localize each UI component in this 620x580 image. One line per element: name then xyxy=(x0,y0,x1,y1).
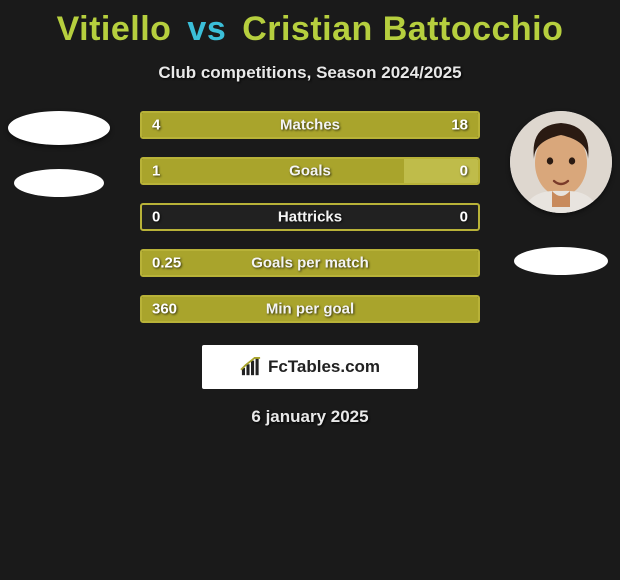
stat-value-left: 360 xyxy=(152,301,177,318)
stat-label: Goals xyxy=(289,163,331,180)
player2-avatar xyxy=(510,111,612,213)
vs-label: vs xyxy=(187,10,226,48)
stat-bar: 0.25 Goals per match xyxy=(140,249,480,277)
stat-bar: 0 0 Hattricks xyxy=(140,203,480,231)
player1-avatar-column xyxy=(4,111,114,197)
stat-value-right: 0 xyxy=(460,209,468,226)
stat-bar: 1 0 Goals xyxy=(140,157,480,185)
stat-value-left: 4 xyxy=(152,117,160,134)
player2-avatar-column xyxy=(506,111,616,275)
player1-avatar-placeholder xyxy=(8,111,110,145)
comparison-card: Vitiello vs Cristian Battocchio Club com… xyxy=(0,0,620,427)
stat-value-left: 0.25 xyxy=(152,255,181,272)
stat-value-left: 1 xyxy=(152,163,160,180)
stat-value-right: 0 xyxy=(460,163,468,180)
bar-fill-left xyxy=(142,159,404,183)
stat-label: Min per goal xyxy=(266,301,354,318)
player2-name: Cristian Battocchio xyxy=(242,10,563,48)
comparison-row: 4 18 Matches 1 0 Goals 0 0 Hattricks 0.25 Goals pe… xyxy=(0,111,620,323)
subtitle: Club competitions, Season 2024/2025 xyxy=(0,63,620,83)
stat-value-right: 18 xyxy=(451,117,468,134)
stat-label: Hattricks xyxy=(278,209,342,226)
player2-team-placeholder xyxy=(514,247,608,275)
stat-label: Goals per match xyxy=(251,255,369,272)
stat-bar: 360 Min per goal xyxy=(140,295,480,323)
brand-badge[interactable]: FcTables.com xyxy=(202,345,418,389)
bar-fill-right xyxy=(202,113,478,137)
stat-value-left: 0 xyxy=(152,209,160,226)
brand-chart-icon xyxy=(240,357,262,377)
player1-name: Vitiello xyxy=(57,10,172,48)
player1-team-placeholder xyxy=(14,169,104,197)
stat-label: Matches xyxy=(280,117,340,134)
page-title: Vitiello vs Cristian Battocchio xyxy=(0,10,620,49)
brand-text: FcTables.com xyxy=(268,357,380,377)
stat-bar: 4 18 Matches xyxy=(140,111,480,139)
date-label: 6 january 2025 xyxy=(0,407,620,427)
face-icon xyxy=(510,111,612,213)
stat-bars: 4 18 Matches 1 0 Goals 0 0 Hattricks 0.25 Goals pe… xyxy=(140,111,480,323)
